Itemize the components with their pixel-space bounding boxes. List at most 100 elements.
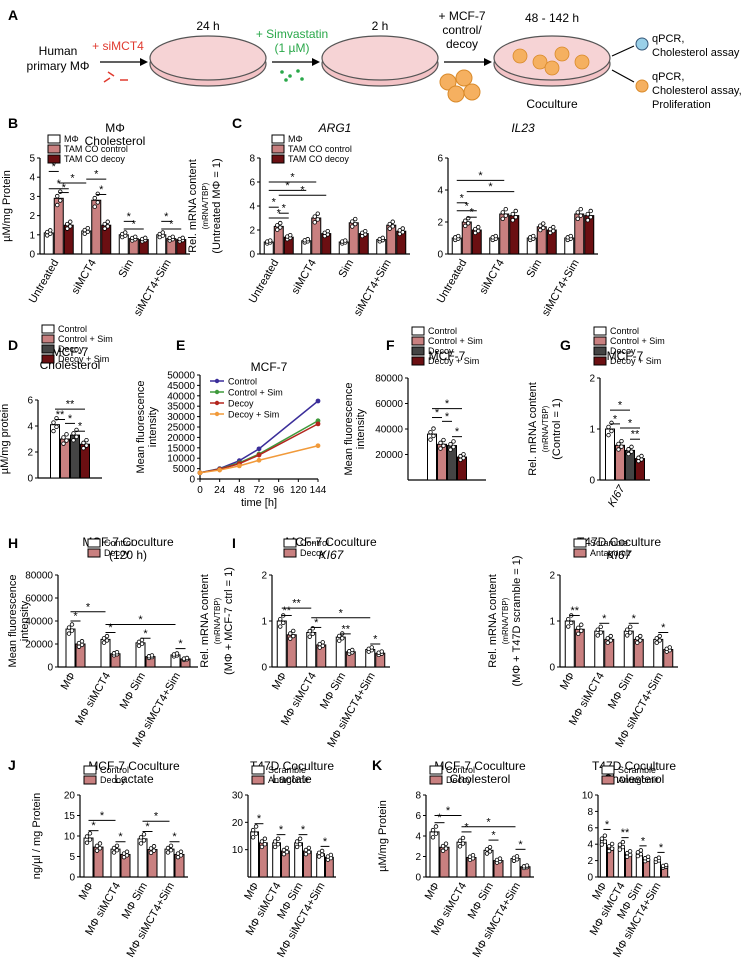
significance-star: * [164,211,169,223]
data-point [310,631,315,637]
data-point [575,210,580,215]
data-point [306,849,312,855]
x-tick-label: MΦ siMCT4 [73,671,113,728]
y-tick-label: 1 [261,617,267,628]
data-point [319,848,325,854]
y-tick-label: 4 [27,422,33,433]
x-tick-label: MΦ [558,670,577,692]
panel-label: B [8,115,18,131]
data-point [151,848,157,853]
data-point [599,836,605,841]
data-point [635,636,640,641]
data-point [114,649,120,655]
legend-label: TAM CO control [64,144,128,154]
bar [276,620,287,668]
data-point [61,435,66,440]
data-point [81,440,86,446]
data-point [620,839,626,845]
out1-line-2: Cholesterol assay [652,47,740,59]
significance-star: * [143,628,148,640]
y-axis-label: Rel. mRNA content [527,382,539,476]
bar [91,199,102,255]
data-point [654,636,659,641]
data-point [541,221,546,226]
data-point [503,213,508,218]
data-point [312,220,317,225]
data-point [253,831,259,836]
data-point [473,226,478,232]
chart-title: MCF-7 [429,349,466,363]
bar [427,433,437,481]
chart-title: MCF-7 Coculture [285,535,377,549]
data-point [538,223,543,228]
data-point [575,216,580,221]
data-point [380,235,385,241]
legend-swatch [47,134,61,144]
data-point [281,851,287,857]
data-point [288,631,293,636]
data-point [363,228,368,234]
significance-star: * [445,411,450,423]
y-tick-label: 15000 [167,443,195,454]
significance-star: * [282,203,287,215]
data-point [457,838,463,843]
x-tick-label: MΦ [59,670,78,692]
y-axis-label: intensity [147,406,159,447]
data-point [470,852,476,858]
significance-star: * [455,426,460,438]
data-point [268,238,273,243]
legend-label: Decoy [446,775,472,785]
data-point [608,633,613,639]
significance-star: * [145,821,150,833]
significance-star: * [478,170,483,182]
legend-swatch [593,336,607,346]
data-point [87,831,93,836]
data-point [312,214,317,219]
data-point [278,225,283,230]
legend-swatch [429,765,443,775]
data-point [616,447,621,452]
data-point [69,622,75,627]
data-point [337,638,342,643]
data-point [275,227,280,232]
data-point [514,854,520,859]
legend-label: Decoy [610,346,636,356]
legend-label: Decoy + Sim [610,356,661,366]
data-point [111,850,117,855]
legend-label: Decoy + Sim [228,410,279,420]
legend-label: TAM CO decoy [288,154,349,164]
significance-star: ** [631,429,640,441]
data-point [576,625,581,630]
data-point [259,839,265,844]
bar [564,620,575,668]
chart-title: Lactate [114,772,154,786]
legend-label: Control [300,538,329,548]
significance-star: * [86,601,91,613]
x-tick-label: MΦ Sim [318,671,348,712]
legend-label: Scramble [268,765,306,775]
legend-label: Control [610,326,639,336]
bar [429,831,440,878]
significance-star: * [108,622,113,634]
data-point [68,219,73,224]
macrophage-icon [635,37,649,51]
data-point [569,620,574,626]
legend-swatch [87,548,101,558]
chart-title: Cholesterol [85,134,146,148]
data-point [568,233,573,239]
x-tick-label: MΦ [423,880,442,902]
legend-swatch [593,346,607,356]
data-point [566,616,571,622]
data-point [626,447,631,452]
data-point [451,439,456,444]
significance-star: * [257,813,262,825]
significance-star: ** [282,605,291,617]
significance-star: * [70,172,75,184]
panel-label: F [386,337,395,353]
y-tick-label: 4 [249,202,255,213]
data-point [307,634,312,639]
